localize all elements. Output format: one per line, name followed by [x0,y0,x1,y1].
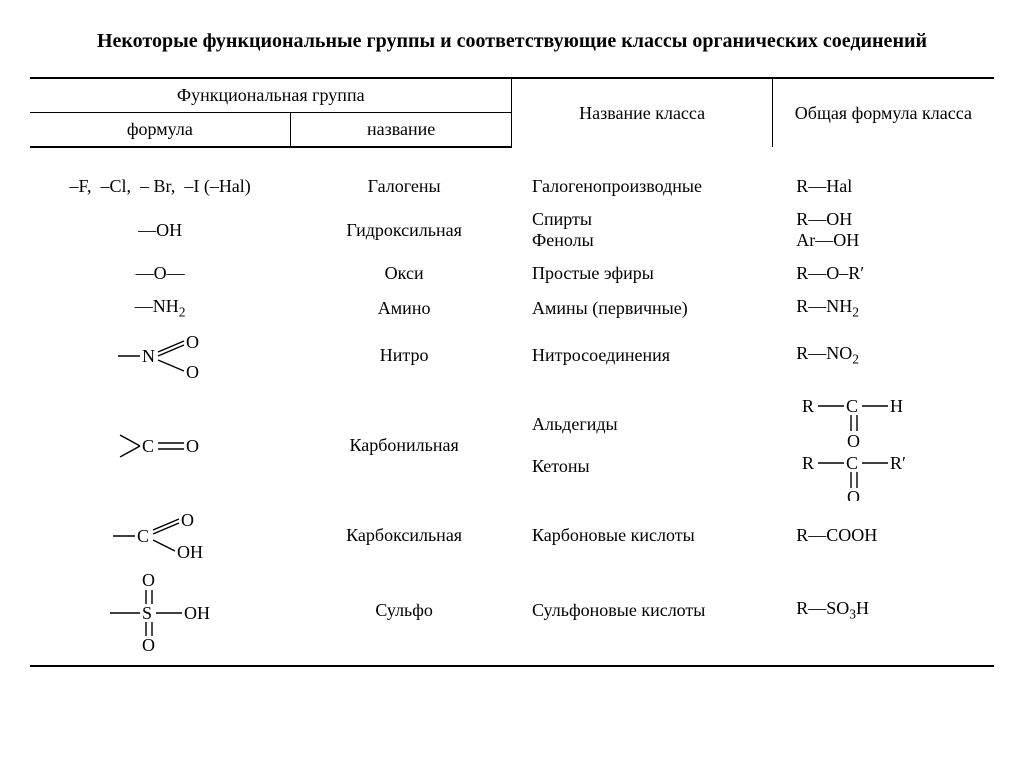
cell-name: Карбоксильная [290,507,512,565]
header-class-name: Название класса [512,78,772,147]
cell-class: Простые эфиры [512,257,772,290]
cell-name: Гидроксильная [290,203,512,257]
table-row: O S OH OСульфоСульфоновые кислотыR—SO3H [30,565,994,666]
svg-text:O: O [186,333,199,352]
cell-formula: —OH [30,203,290,257]
cell-name: Нитро [290,327,512,385]
cell-general: R—COOH [772,507,994,565]
svg-text:O: O [142,635,155,651]
cell-name: Галогены [290,170,512,203]
header-formula: формула [30,113,290,148]
svg-text:O: O [142,571,155,590]
header-general-formula: Общая формула класса [772,78,994,147]
svg-text:OH: OH [184,603,210,623]
cell-class: СпиртыФенолы [512,203,772,257]
cell-name: Карбонильная [290,385,512,507]
cell-general: R—OHAr—OH [772,203,994,257]
svg-text:S: S [142,603,152,623]
svg-text:H: H [890,396,903,416]
cell-general: R—NO2 [772,327,994,385]
cell-class: Амины (первичные) [512,290,772,327]
cell-formula: N O O [30,327,290,385]
svg-text:R: R [802,453,814,473]
cell-formula: —NH2 [30,290,290,327]
header-name: название [290,113,512,148]
table-row: —O—ОксиПростые эфирыR—O–R′ [30,257,994,290]
svg-text:C: C [142,436,154,456]
svg-text:OH: OH [177,542,203,559]
cell-general: R—SO3H [772,565,994,666]
svg-text:R′: R′ [890,453,906,473]
svg-text:R: R [802,396,814,416]
cell-formula: C O OH [30,507,290,565]
svg-text:C: C [846,396,858,416]
cell-formula: —O— [30,257,290,290]
cell-class: Галогенопроизводные [512,170,772,203]
svg-text:O: O [181,513,194,530]
svg-text:C: C [137,526,149,546]
cell-name: Сульфо [290,565,512,666]
cell-formula: –F, –Cl, – Br, –I (–Hal) [30,170,290,203]
table-row: —OHГидроксильнаяСпиртыФенолыR—OHAr—OH [30,203,994,257]
cell-class: АльдегидыКетоны [512,385,772,507]
cell-general: R—NH2 [772,290,994,327]
functional-groups-table: Функциональная группа Название класса Об… [30,77,994,667]
cell-class: Карбоновые кислоты [512,507,772,565]
table-row: –F, –Cl, – Br, –I (–Hal)ГалогеныГалогено… [30,170,994,203]
svg-text:O: O [186,362,199,379]
cell-class: Нитросоединения [512,327,772,385]
svg-text:N: N [142,346,155,366]
cell-formula: C O [30,385,290,507]
cell-formula: O S OH O [30,565,290,666]
cell-general: R—Hal [772,170,994,203]
cell-class: Сульфоновые кислоты [512,565,772,666]
cell-name: Амино [290,290,512,327]
table-row: —NH2АминоАмины (первичные)R—NH2 [30,290,994,327]
table-row: C O OHКарбоксильнаяКарбоновые кислотыR—C… [30,507,994,565]
svg-text:O: O [186,436,199,456]
header-group: Функциональная группа [30,78,512,113]
page-title: Некоторые функциональные группы и соотве… [30,30,994,53]
cell-general: R C H O R C R′ O [772,385,994,507]
cell-general: R—O–R′ [772,257,994,290]
table-row: C OКарбонильнаяАльдегидыКетоныR C H O R … [30,385,994,507]
svg-text:C: C [846,453,858,473]
svg-text:O: O [847,487,860,501]
svg-text:O: O [847,431,860,451]
table-row: N O OНитроНитросоединенияR—NO2 [30,327,994,385]
cell-name: Окси [290,257,512,290]
